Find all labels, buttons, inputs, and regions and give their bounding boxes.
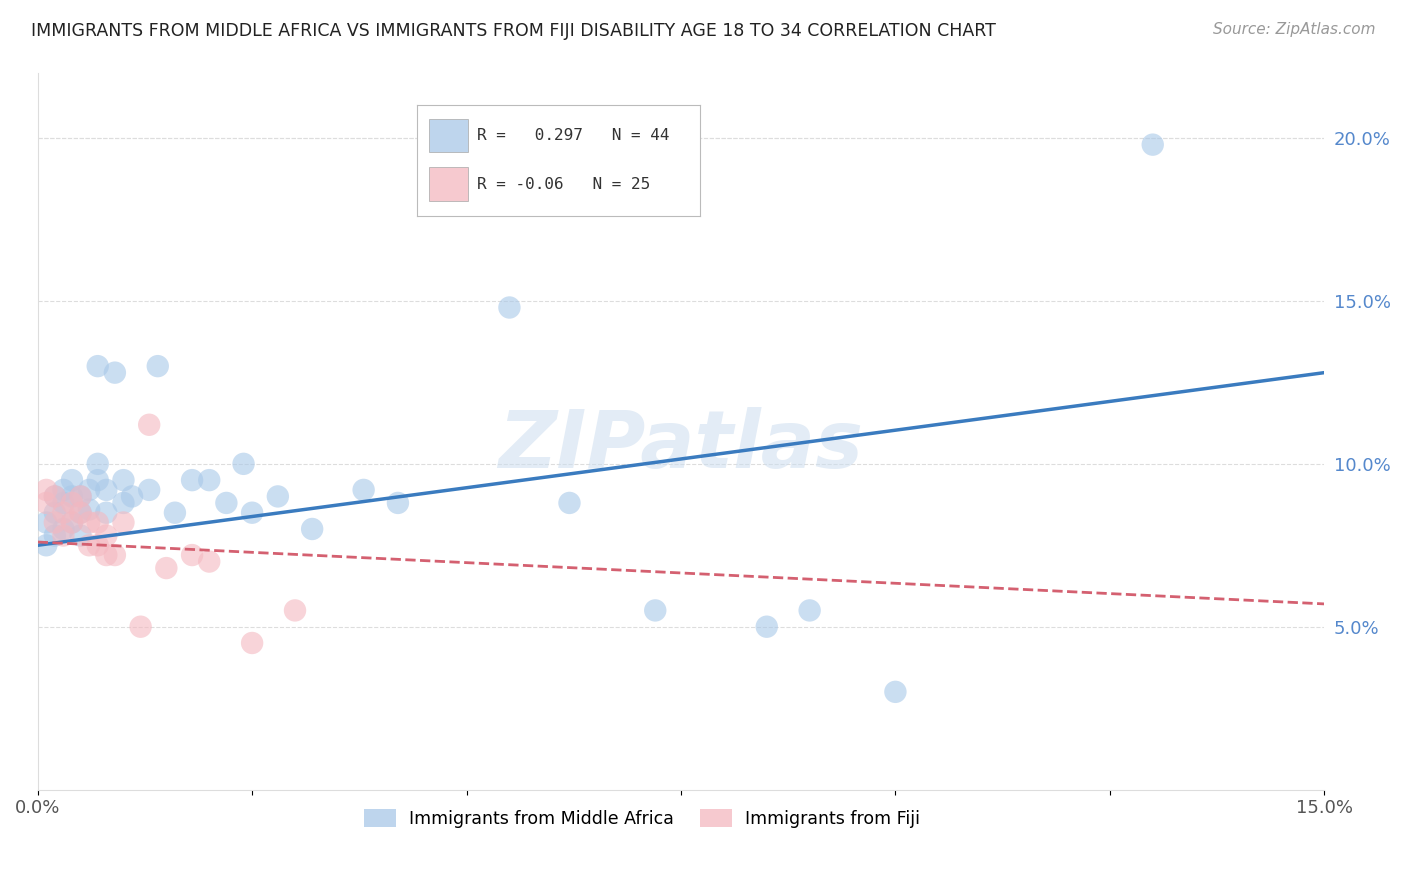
Point xyxy=(44,516,66,530)
Point xyxy=(96,528,118,542)
Point xyxy=(155,561,177,575)
Point xyxy=(96,506,118,520)
Point xyxy=(104,366,127,380)
Point xyxy=(146,359,169,373)
Point xyxy=(69,528,91,542)
Point xyxy=(60,516,83,530)
Point xyxy=(1142,137,1164,152)
Point xyxy=(60,473,83,487)
Point xyxy=(558,496,581,510)
Point xyxy=(35,516,58,530)
Point xyxy=(52,528,75,542)
Point xyxy=(755,620,778,634)
Point xyxy=(52,483,75,497)
Point xyxy=(77,502,100,516)
Point xyxy=(884,685,907,699)
Point xyxy=(69,506,91,520)
Point xyxy=(87,538,110,552)
Point xyxy=(104,548,127,562)
Point xyxy=(60,496,83,510)
Point xyxy=(52,506,75,520)
Point xyxy=(387,496,409,510)
Point xyxy=(112,496,135,510)
Point xyxy=(77,483,100,497)
Point xyxy=(353,483,375,497)
Point xyxy=(44,490,66,504)
Point xyxy=(644,603,666,617)
Point xyxy=(129,620,152,634)
Point xyxy=(181,473,204,487)
Point xyxy=(77,538,100,552)
Point xyxy=(240,506,263,520)
Point xyxy=(52,522,75,536)
Point xyxy=(87,359,110,373)
Point xyxy=(498,301,520,315)
Point xyxy=(69,506,91,520)
Point xyxy=(121,490,143,504)
Point xyxy=(163,506,186,520)
Point xyxy=(87,457,110,471)
Text: IMMIGRANTS FROM MIDDLE AFRICA VS IMMIGRANTS FROM FIJI DISABILITY AGE 18 TO 34 CO: IMMIGRANTS FROM MIDDLE AFRICA VS IMMIGRA… xyxy=(31,22,995,40)
Point xyxy=(60,490,83,504)
Text: ZIPatlas: ZIPatlas xyxy=(499,407,863,484)
Point xyxy=(35,538,58,552)
Point xyxy=(301,522,323,536)
Point xyxy=(87,516,110,530)
Point xyxy=(52,496,75,510)
Point xyxy=(69,490,91,504)
Point xyxy=(284,603,307,617)
Point xyxy=(138,483,160,497)
Point xyxy=(198,555,221,569)
Point xyxy=(267,490,290,504)
Point xyxy=(35,496,58,510)
Point xyxy=(181,548,204,562)
Point xyxy=(198,473,221,487)
Point xyxy=(87,473,110,487)
Point xyxy=(96,483,118,497)
Point xyxy=(77,516,100,530)
Text: Source: ZipAtlas.com: Source: ZipAtlas.com xyxy=(1212,22,1375,37)
Point xyxy=(240,636,263,650)
Point xyxy=(232,457,254,471)
Point xyxy=(138,417,160,432)
Legend: Immigrants from Middle Africa, Immigrants from Fiji: Immigrants from Middle Africa, Immigrant… xyxy=(357,802,928,835)
Point xyxy=(799,603,821,617)
Point xyxy=(44,506,66,520)
Point xyxy=(112,473,135,487)
Point xyxy=(35,483,58,497)
Point xyxy=(215,496,238,510)
Point xyxy=(60,516,83,530)
Point xyxy=(96,548,118,562)
Point xyxy=(112,516,135,530)
Point xyxy=(44,528,66,542)
Point xyxy=(44,490,66,504)
Point xyxy=(69,490,91,504)
